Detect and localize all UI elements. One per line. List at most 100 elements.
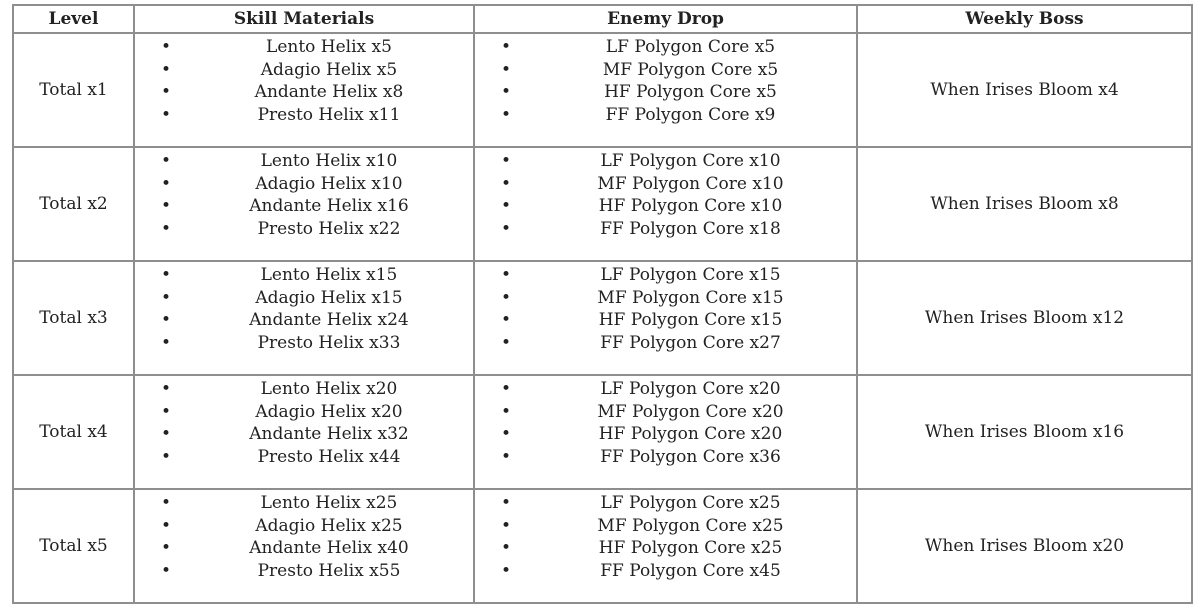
enemy-list: • LF Polygon Core x5 • MF Polygon Core x5 • H… xyxy=(475,34,856,126)
item-text: FF Polygon Core x27 xyxy=(600,332,781,353)
level-cell: Total x4 xyxy=(12,374,135,490)
skill-materials-cell: • Lento Helix x20 • Adagio Helix x20 • Andant… xyxy=(133,374,475,490)
list-item: • FF Polygon Core x27 xyxy=(501,332,856,355)
bullet-icon: • xyxy=(161,218,172,239)
list-item: • HF Polygon Core x10 xyxy=(501,195,856,218)
list-item: • Presto Helix x55 xyxy=(161,560,473,583)
list-item: • Andante Helix x40 xyxy=(161,537,473,560)
list-item: • LF Polygon Core x5 xyxy=(501,36,856,59)
item-text: HF Polygon Core x20 xyxy=(598,424,783,444)
bullet-icon: • xyxy=(161,196,172,216)
item-text: FF Polygon Core x36 xyxy=(600,446,781,467)
header-weekly-boss: Weekly Boss xyxy=(856,4,1193,34)
table-row: Total x3 • Lento Helix x15 • Adagio Helix x1… xyxy=(12,260,1193,376)
bullet-icon: • xyxy=(161,173,172,194)
list-item: • Lento Helix x20 xyxy=(161,378,473,401)
bullet-icon: • xyxy=(501,37,512,57)
list-item: • Lento Helix x25 xyxy=(161,492,473,515)
list-item: • Adagio Helix x10 xyxy=(161,173,473,196)
list-item: • Adagio Helix x5 xyxy=(161,59,473,82)
header-enemy-drop: Enemy Drop xyxy=(473,4,858,34)
weekly-boss-cell: When Irises Bloom x4 xyxy=(856,32,1193,148)
list-item: • LF Polygon Core x10 xyxy=(501,150,856,173)
bullet-icon: • xyxy=(501,446,512,467)
list-item: • LF Polygon Core x25 xyxy=(501,492,856,515)
skill-list: • Lento Helix x15 • Adagio Helix x15 • Andant… xyxy=(135,262,473,354)
list-item: • FF Polygon Core x45 xyxy=(501,560,856,583)
list-item: • MF Polygon Core x5 xyxy=(501,59,856,82)
enemy-list: • LF Polygon Core x20 • MF Polygon Core x20… xyxy=(475,376,856,468)
item-text: LF Polygon Core x20 xyxy=(600,379,781,399)
list-item: • MF Polygon Core x15 xyxy=(501,287,856,310)
bullet-icon: • xyxy=(501,560,512,581)
bullet-icon: • xyxy=(501,424,512,444)
skill-list: • Lento Helix x10 • Adagio Helix x10 • Andant… xyxy=(135,148,473,240)
enemy-list: • LF Polygon Core x15 • MF Polygon Core x15… xyxy=(475,262,856,354)
header-skill-materials: Skill Materials xyxy=(133,4,475,34)
item-text: MF Polygon Core x15 xyxy=(597,287,784,308)
bullet-icon: • xyxy=(161,560,172,581)
level-cell: Total x5 xyxy=(12,488,135,604)
skill-materials-cell: • Lento Helix x15 • Adagio Helix x15 • Andant… xyxy=(133,260,475,376)
bullet-icon: • xyxy=(161,59,172,80)
item-text: Andante Helix x24 xyxy=(249,310,409,330)
enemy-drop-cell: • LF Polygon Core x15 • MF Polygon Core x15… xyxy=(473,260,858,376)
item-text: LF Polygon Core x5 xyxy=(605,37,776,57)
enemy-drop-cell: • LF Polygon Core x5 • MF Polygon Core x5 • H… xyxy=(473,32,858,148)
skill-list: • Lento Helix x5 • Adagio Helix x5 • Andante … xyxy=(135,34,473,126)
header-level: Level xyxy=(12,4,135,34)
bullet-icon: • xyxy=(501,332,512,353)
item-text: FF Polygon Core x18 xyxy=(600,218,781,239)
list-item: • HF Polygon Core x5 xyxy=(501,81,856,104)
bullet-icon: • xyxy=(161,287,172,308)
enemy-list: • LF Polygon Core x10 • MF Polygon Core x10… xyxy=(475,148,856,240)
level-cell: Total x2 xyxy=(12,146,135,262)
weekly-boss-cell: When Irises Bloom x20 xyxy=(856,488,1193,604)
list-item: • Adagio Helix x25 xyxy=(161,515,473,538)
weekly-boss-cell: When Irises Bloom x12 xyxy=(856,260,1193,376)
item-text: FF Polygon Core x9 xyxy=(605,104,776,125)
table-row: Total x4 • Lento Helix x20 • Adagio Helix x2… xyxy=(12,374,1193,490)
list-item: • Andante Helix x16 xyxy=(161,195,473,218)
item-text: LF Polygon Core x10 xyxy=(600,151,781,171)
list-item: • MF Polygon Core x25 xyxy=(501,515,856,538)
bullet-icon: • xyxy=(501,493,512,513)
item-text: FF Polygon Core x45 xyxy=(600,560,781,581)
item-text: MF Polygon Core x25 xyxy=(597,515,784,536)
list-item: • LF Polygon Core x20 xyxy=(501,378,856,401)
item-text: Presto Helix x22 xyxy=(257,218,401,239)
item-text: MF Polygon Core x10 xyxy=(597,173,784,194)
item-text: HF Polygon Core x15 xyxy=(598,310,783,330)
bullet-icon: • xyxy=(161,310,172,330)
bullet-icon: • xyxy=(501,173,512,194)
item-text: HF Polygon Core x5 xyxy=(604,82,777,102)
list-item: • MF Polygon Core x10 xyxy=(501,173,856,196)
table-row: Total x5 • Lento Helix x25 • Adagio Helix x2… xyxy=(12,488,1193,604)
list-item: • Lento Helix x10 xyxy=(161,150,473,173)
item-text: MF Polygon Core x5 xyxy=(602,59,779,80)
bullet-icon: • xyxy=(501,59,512,80)
bullet-icon: • xyxy=(501,401,512,422)
list-item: • Presto Helix x22 xyxy=(161,218,473,241)
bullet-icon: • xyxy=(501,287,512,308)
item-text: Adagio Helix x20 xyxy=(255,401,403,422)
item-text: Adagio Helix x15 xyxy=(255,287,403,308)
list-item: • HF Polygon Core x20 xyxy=(501,423,856,446)
bullet-icon: • xyxy=(501,310,512,330)
item-text: MF Polygon Core x20 xyxy=(597,401,784,422)
list-item: • Lento Helix x5 xyxy=(161,36,473,59)
weekly-boss-cell: When Irises Bloom x8 xyxy=(856,146,1193,262)
list-item: • MF Polygon Core x20 xyxy=(501,401,856,424)
bullet-icon: • xyxy=(501,104,512,125)
list-item: • Lento Helix x15 xyxy=(161,264,473,287)
list-item: • Presto Helix x11 xyxy=(161,104,473,127)
bullet-icon: • xyxy=(501,218,512,239)
bullet-icon: • xyxy=(161,265,172,285)
bullet-icon: • xyxy=(161,82,172,102)
item-text: Lento Helix x5 xyxy=(266,37,392,57)
table-row: Total x2 • Lento Helix x10 • Adagio Helix x1… xyxy=(12,146,1193,262)
bullet-icon: • xyxy=(161,493,172,513)
item-text: LF Polygon Core x15 xyxy=(600,265,781,285)
list-item: • Presto Helix x33 xyxy=(161,332,473,355)
enemy-drop-cell: • LF Polygon Core x25 • MF Polygon Core x25… xyxy=(473,488,858,604)
